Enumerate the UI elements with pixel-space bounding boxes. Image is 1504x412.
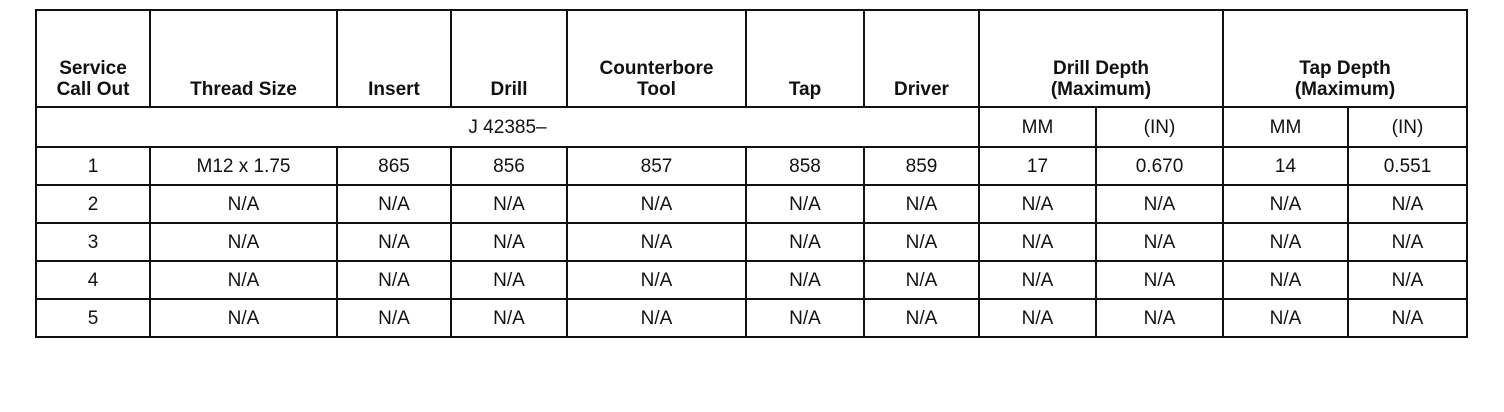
cell-thread-size: N/A [149, 298, 338, 338]
cell-counterbore-tool: N/A [566, 222, 747, 262]
header-tap: Tap [745, 9, 865, 108]
cell-drill: N/A [450, 260, 568, 300]
tap-depth-mm-label: MM [1222, 106, 1349, 148]
header-drill-depth: Drill Depth (Maximum) [978, 9, 1224, 108]
cell-tap-depth-mm: 14 [1222, 146, 1349, 186]
table-row: 5 N/A N/A N/A N/A N/A N/A N/A N/A N/A N/A [35, 298, 1469, 338]
header-thread-size: Thread Size [149, 9, 338, 108]
cell-driver: N/A [863, 260, 980, 300]
cell-drill-depth-mm: N/A [978, 298, 1097, 338]
cell-tap-depth-in: 0.551 [1346, 146, 1469, 186]
tool-prefix: J 42385– [35, 106, 980, 148]
cell-counterbore-tool: 857 [566, 146, 747, 186]
cell-counterbore-tool: N/A [566, 184, 747, 224]
cell-drill-depth-mm: N/A [978, 222, 1097, 262]
drill-depth-in-label: (IN) [1095, 106, 1224, 148]
cell-service-call-out: 4 [35, 260, 151, 300]
cell-drill: N/A [450, 222, 568, 262]
cell-tap: N/A [745, 260, 865, 300]
cell-tap-depth-in: N/A [1346, 260, 1469, 300]
cell-tap: N/A [745, 298, 865, 338]
cell-drill: N/A [450, 298, 568, 338]
cell-drill-depth-in: N/A [1095, 260, 1224, 300]
cell-counterbore-tool: N/A [566, 298, 747, 338]
table-row: 3 N/A N/A N/A N/A N/A N/A N/A N/A N/A N/A [35, 222, 1469, 262]
cell-drill: 856 [450, 146, 568, 186]
table-row: 4 N/A N/A N/A N/A N/A N/A N/A N/A N/A N/A [35, 260, 1469, 300]
service-tool-table: Service Call Out Thread Size Insert Dril… [35, 9, 1469, 338]
cell-thread-size: N/A [149, 222, 338, 262]
cell-tap: N/A [745, 222, 865, 262]
cell-tap: N/A [745, 184, 865, 224]
cell-insert: N/A [336, 222, 452, 262]
cell-drill-depth-mm: N/A [978, 184, 1097, 224]
cell-drill: N/A [450, 184, 568, 224]
cell-service-call-out: 1 [35, 146, 151, 186]
cell-insert: 865 [336, 146, 452, 186]
cell-tap-depth-mm: N/A [1222, 184, 1349, 224]
cell-service-call-out: 2 [35, 184, 151, 224]
header-driver: Driver [863, 9, 980, 108]
cell-insert: N/A [336, 184, 452, 224]
cell-tap-depth-in: N/A [1346, 222, 1469, 262]
header-row: Service Call Out Thread Size Insert Dril… [35, 9, 1469, 108]
cell-driver: N/A [863, 184, 980, 224]
cell-driver: N/A [863, 298, 980, 338]
header-drill: Drill [450, 9, 568, 108]
cell-counterbore-tool: N/A [566, 260, 747, 300]
cell-thread-size: N/A [149, 260, 338, 300]
cell-tap-depth-mm: N/A [1222, 222, 1349, 262]
cell-tap-depth-mm: N/A [1222, 298, 1349, 338]
cell-drill-depth-in: N/A [1095, 222, 1224, 262]
cell-tap-depth-in: N/A [1346, 298, 1469, 338]
header-counterbore-tool: Counterbore Tool [566, 9, 747, 108]
cell-service-call-out: 3 [35, 222, 151, 262]
cell-drill-depth-in: N/A [1095, 298, 1224, 338]
cell-drill-depth-mm: 17 [978, 146, 1097, 186]
table-row: 2 N/A N/A N/A N/A N/A N/A N/A N/A N/A N/A [35, 184, 1469, 224]
cell-tap-depth-mm: N/A [1222, 260, 1349, 300]
cell-tap: 858 [745, 146, 865, 186]
cell-driver: 859 [863, 146, 980, 186]
cell-tap-depth-in: N/A [1346, 184, 1469, 224]
drill-depth-mm-label: MM [978, 106, 1097, 148]
cell-thread-size: N/A [149, 184, 338, 224]
header-insert: Insert [336, 9, 452, 108]
tap-depth-in-label: (IN) [1346, 106, 1469, 148]
cell-driver: N/A [863, 222, 980, 262]
header-tap-depth: Tap Depth (Maximum) [1221, 9, 1469, 108]
cell-drill-depth-mm: N/A [978, 260, 1097, 300]
cell-thread-size: M12 x 1.75 [149, 146, 338, 186]
cell-insert: N/A [336, 298, 452, 338]
cell-drill-depth-in: N/A [1095, 184, 1224, 224]
cell-insert: N/A [336, 260, 452, 300]
cell-drill-depth-in: 0.670 [1095, 146, 1224, 186]
cell-service-call-out: 5 [35, 298, 151, 338]
subheader-row: J 42385– MM (IN) MM (IN) [35, 106, 1469, 148]
header-service-call-out: Service Call Out [35, 9, 151, 108]
table-row: 1 M12 x 1.75 865 856 857 858 859 17 0.670 14 0.551 [35, 146, 1469, 186]
